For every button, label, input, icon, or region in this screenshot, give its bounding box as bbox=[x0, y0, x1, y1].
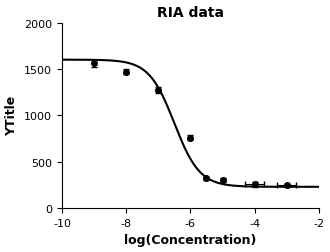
Title: RIA data: RIA data bbox=[157, 6, 224, 19]
X-axis label: log(Concentration): log(Concentration) bbox=[124, 234, 257, 246]
Y-axis label: YTitle: YTitle bbox=[6, 96, 18, 136]
